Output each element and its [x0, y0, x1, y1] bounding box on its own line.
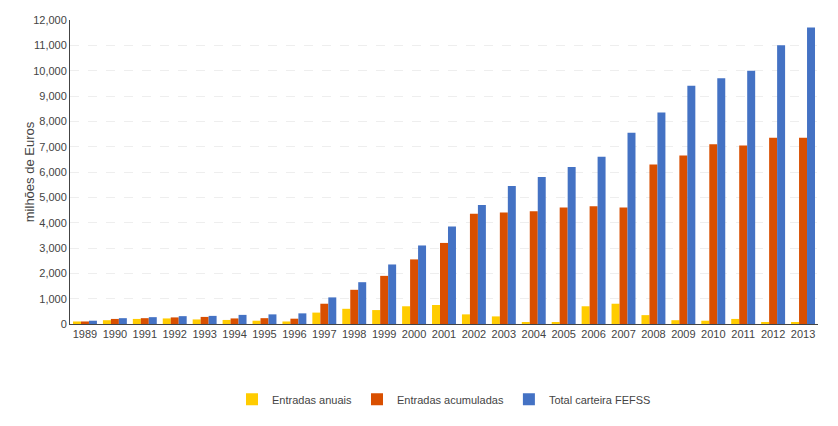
svg-text:1994: 1994 [222, 328, 246, 340]
svg-text:8,000: 8,000 [39, 115, 67, 127]
svg-text:1996: 1996 [282, 328, 306, 340]
svg-text:milhões de Euros: milhões de Euros [22, 121, 37, 222]
svg-text:7,000: 7,000 [39, 141, 67, 153]
svg-text:2009: 2009 [671, 328, 695, 340]
svg-text:1991: 1991 [133, 328, 157, 340]
svg-text:2005: 2005 [551, 328, 575, 340]
svg-text:1992: 1992 [162, 328, 186, 340]
svg-text:2,000: 2,000 [39, 267, 67, 279]
svg-text:1999: 1999 [372, 328, 396, 340]
svg-text:2007: 2007 [611, 328, 635, 340]
svg-text:2003: 2003 [492, 328, 516, 340]
svg-text:2012: 2012 [761, 328, 785, 340]
svg-text:10,000: 10,000 [33, 65, 67, 77]
svg-text:1,000: 1,000 [39, 293, 67, 305]
svg-text:4,000: 4,000 [39, 217, 67, 229]
svg-text:Total carteira FEFSS: Total carteira FEFSS [549, 394, 650, 406]
svg-text:1990: 1990 [103, 328, 127, 340]
svg-text:2008: 2008 [641, 328, 665, 340]
svg-text:1993: 1993 [192, 328, 216, 340]
svg-text:2006: 2006 [581, 328, 605, 340]
svg-text:2000: 2000 [402, 328, 426, 340]
svg-text:1997: 1997 [312, 328, 336, 340]
svg-text:9,000: 9,000 [39, 90, 67, 102]
svg-text:Entradas anuais: Entradas anuais [272, 394, 352, 406]
svg-text:2010: 2010 [701, 328, 725, 340]
svg-text:6,000: 6,000 [39, 166, 67, 178]
svg-text:2002: 2002 [462, 328, 486, 340]
svg-text:5,000: 5,000 [39, 191, 67, 203]
svg-text:Entradas acumuladas: Entradas acumuladas [397, 394, 504, 406]
svg-text:1989: 1989 [73, 328, 97, 340]
svg-text:2011: 2011 [731, 328, 755, 340]
svg-text:1998: 1998 [342, 328, 366, 340]
svg-text:2004: 2004 [522, 328, 546, 340]
svg-text:2001: 2001 [432, 328, 456, 340]
svg-text:11,000: 11,000 [34, 39, 67, 51]
svg-text:2013: 2013 [791, 328, 815, 340]
svg-text:1995: 1995 [252, 328, 276, 340]
svg-text:0: 0 [61, 318, 67, 330]
svg-text:3,000: 3,000 [39, 242, 67, 254]
svg-text:12,000: 12,000 [33, 14, 67, 26]
